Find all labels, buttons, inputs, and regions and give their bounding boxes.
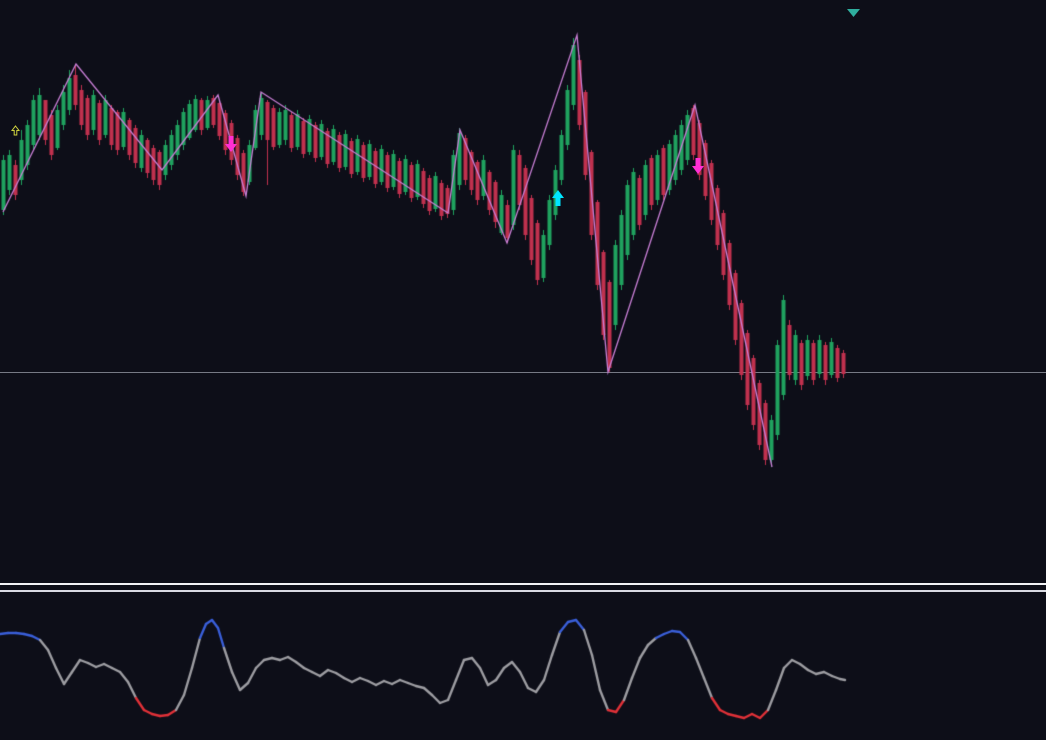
entry-marker-icon: [10, 121, 21, 136]
chart-shift-marker-icon[interactable]: [847, 2, 860, 17]
panel-separator[interactable]: [0, 590, 1046, 592]
panel-separator[interactable]: [0, 583, 1046, 585]
